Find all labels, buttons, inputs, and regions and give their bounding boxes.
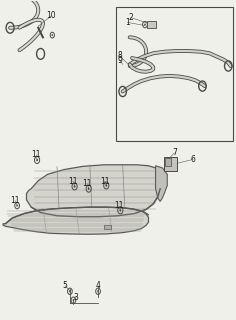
Text: 11: 11 bbox=[68, 177, 78, 186]
Circle shape bbox=[144, 23, 146, 26]
Circle shape bbox=[119, 209, 121, 212]
Polygon shape bbox=[3, 207, 148, 234]
Text: 11: 11 bbox=[114, 201, 123, 210]
Text: 11: 11 bbox=[100, 177, 109, 186]
Circle shape bbox=[16, 204, 18, 207]
Text: 9: 9 bbox=[117, 56, 122, 65]
Circle shape bbox=[97, 290, 99, 292]
Circle shape bbox=[105, 184, 107, 187]
Circle shape bbox=[52, 34, 53, 36]
Circle shape bbox=[69, 290, 71, 292]
Text: 1: 1 bbox=[125, 18, 130, 27]
Polygon shape bbox=[165, 158, 171, 166]
Polygon shape bbox=[104, 225, 111, 229]
Polygon shape bbox=[147, 21, 156, 28]
Text: 11: 11 bbox=[82, 179, 92, 188]
Text: 11: 11 bbox=[32, 150, 41, 159]
Bar bbox=[116, 7, 233, 141]
Polygon shape bbox=[156, 166, 167, 201]
Text: 3: 3 bbox=[73, 292, 78, 301]
Text: 2: 2 bbox=[129, 13, 133, 22]
Text: 8: 8 bbox=[117, 51, 122, 60]
Text: 7: 7 bbox=[172, 148, 177, 157]
Circle shape bbox=[88, 188, 90, 190]
Text: 4: 4 bbox=[96, 281, 101, 290]
Circle shape bbox=[74, 185, 76, 188]
Text: 11: 11 bbox=[10, 196, 20, 205]
Polygon shape bbox=[26, 165, 163, 217]
Text: 5: 5 bbox=[63, 281, 68, 290]
Circle shape bbox=[36, 159, 38, 161]
Text: 6: 6 bbox=[191, 155, 195, 164]
Polygon shape bbox=[164, 157, 177, 171]
Text: 10: 10 bbox=[46, 12, 56, 20]
Circle shape bbox=[73, 299, 74, 301]
